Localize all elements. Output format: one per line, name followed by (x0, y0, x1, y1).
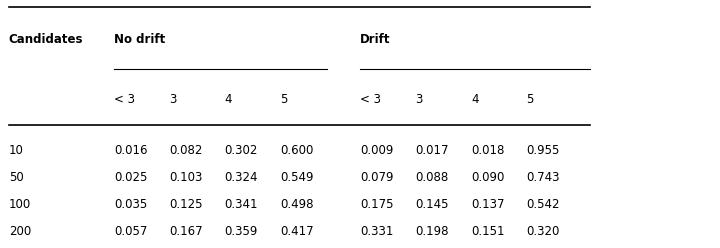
Text: 4: 4 (225, 93, 232, 106)
Text: 50: 50 (9, 171, 23, 184)
Text: 0.057: 0.057 (114, 225, 147, 238)
Text: 0.167: 0.167 (169, 225, 203, 238)
Text: Candidates: Candidates (9, 33, 83, 46)
Text: 0.090: 0.090 (471, 171, 504, 184)
Text: 0.151: 0.151 (471, 225, 505, 238)
Text: 0.359: 0.359 (225, 225, 258, 238)
Text: 0.341: 0.341 (225, 198, 258, 211)
Text: 0.137: 0.137 (471, 198, 505, 211)
Text: 0.082: 0.082 (169, 144, 202, 156)
Text: 200: 200 (9, 225, 31, 238)
Text: 0.331: 0.331 (360, 225, 393, 238)
Text: 0.088: 0.088 (415, 171, 449, 184)
Text: 0.324: 0.324 (225, 171, 258, 184)
Text: 0.009: 0.009 (360, 144, 393, 156)
Text: 0.125: 0.125 (169, 198, 203, 211)
Text: 0.320: 0.320 (526, 225, 559, 238)
Text: 0.079: 0.079 (360, 171, 394, 184)
Text: 0.175: 0.175 (360, 198, 394, 211)
Text: 0.103: 0.103 (169, 171, 202, 184)
Text: 0.417: 0.417 (280, 225, 314, 238)
Text: 3: 3 (415, 93, 423, 106)
Text: Drift: Drift (360, 33, 390, 46)
Text: 0.743: 0.743 (526, 171, 560, 184)
Text: 0.198: 0.198 (415, 225, 449, 238)
Text: 0.018: 0.018 (471, 144, 504, 156)
Text: 0.549: 0.549 (280, 171, 314, 184)
Text: 0.145: 0.145 (415, 198, 449, 211)
Text: 5: 5 (526, 93, 534, 106)
Text: 0.542: 0.542 (526, 198, 560, 211)
Text: 100: 100 (9, 198, 31, 211)
Text: 3: 3 (169, 93, 176, 106)
Text: 0.025: 0.025 (114, 171, 147, 184)
Text: 0.302: 0.302 (225, 144, 258, 156)
Text: 0.016: 0.016 (114, 144, 148, 156)
Text: < 3: < 3 (114, 93, 135, 106)
Text: < 3: < 3 (360, 93, 381, 106)
Text: No drift: No drift (114, 33, 165, 46)
Text: 0.498: 0.498 (280, 198, 314, 211)
Text: 0.955: 0.955 (526, 144, 559, 156)
Text: 0.035: 0.035 (114, 198, 147, 211)
Text: 0.017: 0.017 (415, 144, 449, 156)
Text: 10: 10 (9, 144, 24, 156)
Text: 4: 4 (471, 93, 478, 106)
Text: 0.600: 0.600 (280, 144, 313, 156)
Text: 5: 5 (280, 93, 287, 106)
